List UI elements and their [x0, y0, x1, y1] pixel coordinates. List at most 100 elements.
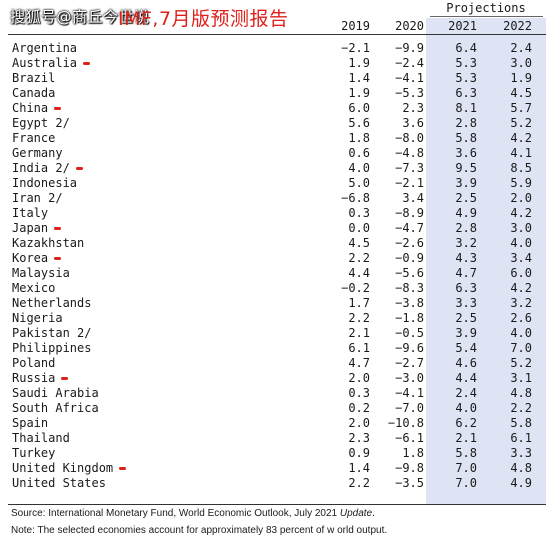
growth-value-2020: −2.6: [395, 236, 424, 250]
country-name: Canada: [12, 86, 56, 100]
growth-value-2021: 4.4: [455, 371, 477, 385]
growth-value-2019: 2.0: [348, 371, 370, 385]
growth-value-2021: 5.3: [455, 71, 477, 85]
country-name: Korea: [12, 251, 49, 265]
growth-value-2022: 2.6: [510, 311, 532, 325]
growth-value-2021: 6.2: [455, 416, 477, 430]
table-row: Kazakhstan 4.5 −2.6 3.2 4.0: [0, 236, 549, 251]
country-name: Mexico: [12, 281, 56, 295]
growth-value-2022: 6.0: [510, 266, 532, 280]
growth-value-2021: 4.3: [455, 251, 477, 265]
growth-value-2019: 1.4: [348, 461, 370, 475]
growth-value-2020: −0.9: [395, 251, 424, 265]
table-row: United States 2.2 −3.5 7.0 4.9: [0, 476, 549, 491]
source-footnote: Source: International Monetary Fund, Wor…: [11, 508, 541, 520]
growth-value-2022: 5.7: [510, 101, 532, 115]
growth-value-2021: 6.3: [455, 281, 477, 295]
country-name: Argentina: [12, 41, 78, 55]
table-row: Korea 2.2 −0.9 4.3 3.4: [0, 251, 549, 266]
growth-value-2020: −0.5: [395, 326, 424, 340]
growth-value-2021: 3.9: [455, 326, 477, 340]
growth-value-2022: 5.8: [510, 416, 532, 430]
growth-value-2019: 0.6: [348, 146, 370, 160]
growth-value-2021: 2.1: [455, 431, 477, 445]
growth-value-2020: −8.0: [395, 131, 424, 145]
growth-value-2019: 2.2: [348, 476, 370, 490]
growth-value-2021: 2.4: [455, 386, 477, 400]
table-row: China 6.0 2.3 8.1 5.7: [0, 101, 549, 116]
table-row: Germany 0.6 −4.8 3.6 4.1: [0, 146, 549, 161]
growth-value-2022: 3.0: [510, 221, 532, 235]
growth-value-2020: −1.8: [395, 311, 424, 325]
growth-value-2019: 1.7: [348, 296, 370, 310]
growth-value-2020: −9.9: [395, 41, 424, 55]
table-row: Indonesia 5.0 −2.1 3.9 5.9: [0, 176, 549, 191]
growth-value-2020: −9.6: [395, 341, 424, 355]
growth-value-2020: −9.8: [395, 461, 424, 475]
country-name: China: [12, 101, 49, 115]
growth-value-2019: 4.7: [348, 356, 370, 370]
table-row: France 1.8 −8.0 5.8 4.2: [0, 131, 549, 146]
growth-value-2020: −7.3: [395, 161, 424, 175]
growth-value-2021: 2.8: [455, 221, 477, 235]
growth-value-2021: 2.5: [455, 191, 477, 205]
table-row: Poland 4.7 −2.7 4.6 5.2: [0, 356, 549, 371]
table-row: Iran 2/ −6.8 3.4 2.5 2.0: [0, 191, 549, 206]
growth-value-2021: 6.3: [455, 86, 477, 100]
growth-value-2019: 0.2: [348, 401, 370, 415]
country-name: United Kingdom: [12, 461, 114, 475]
growth-value-2019: 2.1: [348, 326, 370, 340]
growth-value-2021: 3.3: [455, 296, 477, 310]
growth-value-2020: −3.0: [395, 371, 424, 385]
growth-value-2021: 5.4: [455, 341, 477, 355]
growth-value-2021: 7.0: [455, 476, 477, 490]
table-row: Italy 0.3 −8.9 4.9 4.2: [0, 206, 549, 221]
header-rule: [8, 34, 546, 35]
growth-value-2019: −6.8: [341, 191, 370, 205]
table-row: Pakistan 2/2.1 −0.5 3.9 4.0: [0, 326, 549, 341]
growth-value-2022: 2.2: [510, 401, 532, 415]
projections-label: Projections: [446, 1, 526, 15]
table-row: South Africa 0.2 −7.0 4.0 2.2: [0, 401, 549, 416]
growth-value-2020: −4.8: [395, 146, 424, 160]
growth-value-2021: 4.0: [455, 401, 477, 415]
table-row: Russia 2.0 −3.0 4.4 3.1: [0, 371, 549, 386]
country-name: Iran 2/: [12, 191, 63, 205]
country-name: Netherlands: [12, 296, 92, 310]
growth-value-2021: 3.9: [455, 176, 477, 190]
growth-value-2021: 3.2: [455, 236, 477, 250]
red-annotation-mark: [54, 227, 61, 230]
growth-value-2021: 5.3: [455, 56, 477, 70]
growth-value-2020: −4.7: [395, 221, 424, 235]
growth-value-2021: 2.5: [455, 311, 477, 325]
growth-value-2022: 6.1: [510, 431, 532, 445]
growth-value-2022: 3.4: [510, 251, 532, 265]
column-header-2020: 2020: [395, 19, 424, 33]
table-row: Canada 1.9 −5.3 6.3 4.5: [0, 86, 549, 101]
growth-value-2020: 3.6: [402, 116, 424, 130]
country-name: Italy: [12, 206, 49, 220]
column-header-2022: 2022: [503, 19, 532, 33]
growth-value-2019: 6.0: [348, 101, 370, 115]
growth-value-2022: 4.2: [510, 131, 532, 145]
growth-value-2020: −3.8: [395, 296, 424, 310]
country-name: South Africa: [12, 401, 99, 415]
note-footnote: Note: The selected economies account for…: [11, 525, 388, 536]
country-name: Thailand: [12, 431, 70, 445]
country-name: Turkey: [12, 446, 56, 460]
table-row: Philippines 6.1 −9.6 5.4 7.0: [0, 341, 549, 356]
growth-value-2021: 3.6: [455, 146, 477, 160]
growth-value-2020: −4.1: [395, 71, 424, 85]
growth-value-2021: 6.4: [455, 41, 477, 55]
growth-value-2022: 3.2: [510, 296, 532, 310]
growth-value-2019: 1.9: [348, 56, 370, 70]
growth-value-2022: 1.9: [510, 71, 532, 85]
growth-value-2022: 4.0: [510, 236, 532, 250]
column-header-2021: 2021: [448, 19, 477, 33]
growth-value-2022: 8.5: [510, 161, 532, 175]
country-name: Saudi Arabia: [12, 386, 99, 400]
growth-value-2022: 4.2: [510, 206, 532, 220]
growth-value-2022: 4.8: [510, 386, 532, 400]
growth-value-2019: 0.0: [348, 221, 370, 235]
